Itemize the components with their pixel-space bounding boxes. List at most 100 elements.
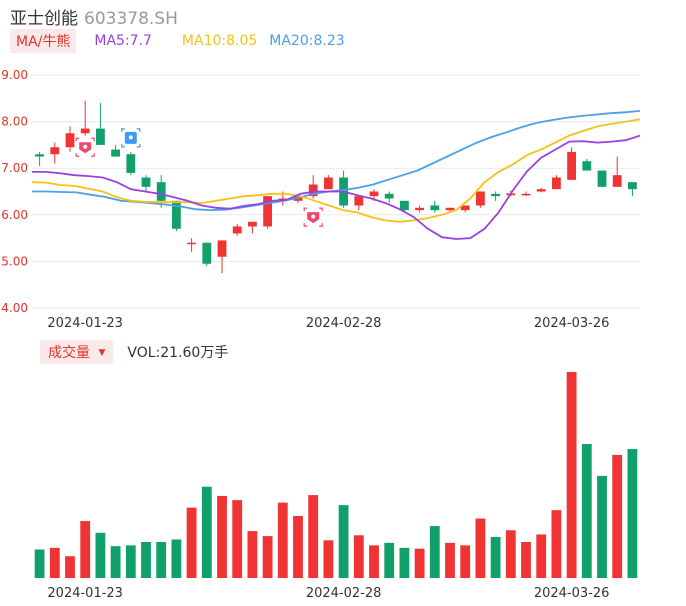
candle-body bbox=[232, 226, 242, 234]
candle-body bbox=[384, 193, 394, 199]
volume-toggle-button[interactable]: 成交量 ▼ bbox=[40, 340, 114, 364]
ma20-line bbox=[32, 110, 641, 212]
candle bbox=[126, 151, 136, 176]
candle bbox=[582, 158, 592, 171]
volume-value: VOL:21.60万手 bbox=[127, 345, 229, 361]
candle-body bbox=[551, 177, 561, 190]
candle bbox=[536, 187, 546, 193]
candle-body bbox=[567, 151, 577, 180]
candle bbox=[491, 191, 501, 201]
volume-bar bbox=[80, 521, 91, 578]
volume-toggle-label: 成交量 bbox=[48, 345, 90, 361]
candle bbox=[141, 175, 151, 192]
candle-body bbox=[171, 200, 181, 229]
volume-bar bbox=[247, 531, 258, 578]
ma5-line bbox=[32, 134, 641, 240]
volume-bar bbox=[627, 449, 638, 578]
volume-bar bbox=[156, 541, 167, 578]
volume-bar bbox=[612, 454, 623, 578]
volume-bar bbox=[490, 536, 501, 578]
volume-bar bbox=[505, 530, 516, 578]
marker-bracket bbox=[121, 128, 125, 132]
marker-bracket bbox=[136, 143, 141, 148]
y-tick-label: 4.00 bbox=[1, 301, 28, 315]
y-tick-label: 9.00 bbox=[1, 68, 28, 82]
ma10-line bbox=[31, 118, 641, 223]
candle bbox=[247, 221, 257, 234]
x-tick-label: 2024-02-28 bbox=[306, 586, 382, 601]
candle bbox=[551, 175, 561, 190]
volume-bar bbox=[581, 444, 592, 578]
volume-bar bbox=[414, 548, 425, 578]
candle-body bbox=[323, 177, 333, 190]
candle-body bbox=[187, 242, 197, 245]
candle bbox=[430, 200, 440, 213]
volume-bar bbox=[95, 532, 106, 578]
ma-legend: MA/牛熊 MA5:7.7 MA10:8.05 MA20:8.23 bbox=[10, 29, 345, 53]
volume-bar bbox=[475, 518, 486, 578]
candle-body bbox=[612, 175, 622, 187]
marker-dot bbox=[311, 214, 316, 219]
candle-body bbox=[156, 182, 166, 201]
ma10-value: MA10:8.05 bbox=[181, 33, 258, 49]
volume-bar bbox=[384, 542, 395, 578]
x-tick-label: 2024-01-23 bbox=[47, 586, 123, 601]
candle-body bbox=[582, 161, 592, 171]
marker-bracket bbox=[121, 143, 125, 148]
marker-dot bbox=[128, 135, 133, 140]
candle-body bbox=[80, 128, 90, 134]
volume-bar bbox=[566, 372, 577, 578]
bull-bear-markers bbox=[75, 128, 323, 227]
candle bbox=[187, 238, 197, 253]
marker-bracket bbox=[303, 207, 308, 212]
volume-bar bbox=[460, 545, 471, 578]
volume-bar bbox=[65, 556, 75, 578]
candle-body bbox=[308, 184, 318, 197]
candle-body bbox=[354, 196, 364, 206]
candle-body bbox=[65, 133, 75, 148]
volume-bar bbox=[308, 495, 319, 578]
volume-bar bbox=[34, 549, 45, 578]
stock-code: 603378.SH bbox=[84, 9, 178, 29]
candle bbox=[65, 126, 75, 152]
candle bbox=[354, 196, 364, 211]
volume-bar bbox=[186, 507, 197, 578]
candle-body bbox=[536, 189, 546, 192]
marker-bracket bbox=[303, 223, 308, 227]
volume-bar bbox=[232, 500, 243, 578]
volume-bar bbox=[521, 541, 531, 578]
volume-bar bbox=[353, 535, 364, 578]
marker-bracket bbox=[75, 137, 80, 142]
stock-name: 亚士创能 bbox=[10, 9, 78, 29]
volume-bar bbox=[262, 536, 273, 578]
candle-body bbox=[597, 170, 607, 187]
price-y-axis: 9.00 8.00 7.00 6.00 5.00 4.00 bbox=[1, 68, 28, 315]
bull-icon bbox=[75, 137, 95, 157]
stock-header: 亚士创能 603378.SH bbox=[10, 4, 178, 29]
volume-bar bbox=[293, 516, 303, 578]
x-tick-label: 2024-03-26 bbox=[534, 316, 610, 331]
candle-body bbox=[430, 205, 440, 211]
candle-body bbox=[415, 207, 425, 211]
volume-bar bbox=[125, 545, 136, 578]
volume-bar bbox=[445, 542, 455, 578]
y-tick-label: 6.00 bbox=[1, 208, 28, 222]
volume-bar bbox=[171, 539, 182, 578]
bull-icon bbox=[303, 207, 323, 227]
candle bbox=[460, 205, 470, 213]
bear-icon bbox=[121, 128, 141, 148]
marker-dot bbox=[83, 144, 88, 149]
candle-body bbox=[627, 182, 637, 190]
candle bbox=[384, 191, 394, 204]
candle bbox=[597, 170, 607, 187]
marker-bracket bbox=[91, 153, 95, 157]
candle-body bbox=[50, 147, 60, 155]
volume-bar bbox=[277, 502, 288, 578]
candle bbox=[521, 191, 531, 197]
candle-body bbox=[460, 205, 470, 211]
candle bbox=[399, 200, 409, 213]
y-tick-label: 7.00 bbox=[1, 161, 28, 175]
ma-toggle-button[interactable]: MA/牛熊 bbox=[10, 29, 77, 53]
chevron-down-icon: ▼ bbox=[98, 348, 106, 358]
